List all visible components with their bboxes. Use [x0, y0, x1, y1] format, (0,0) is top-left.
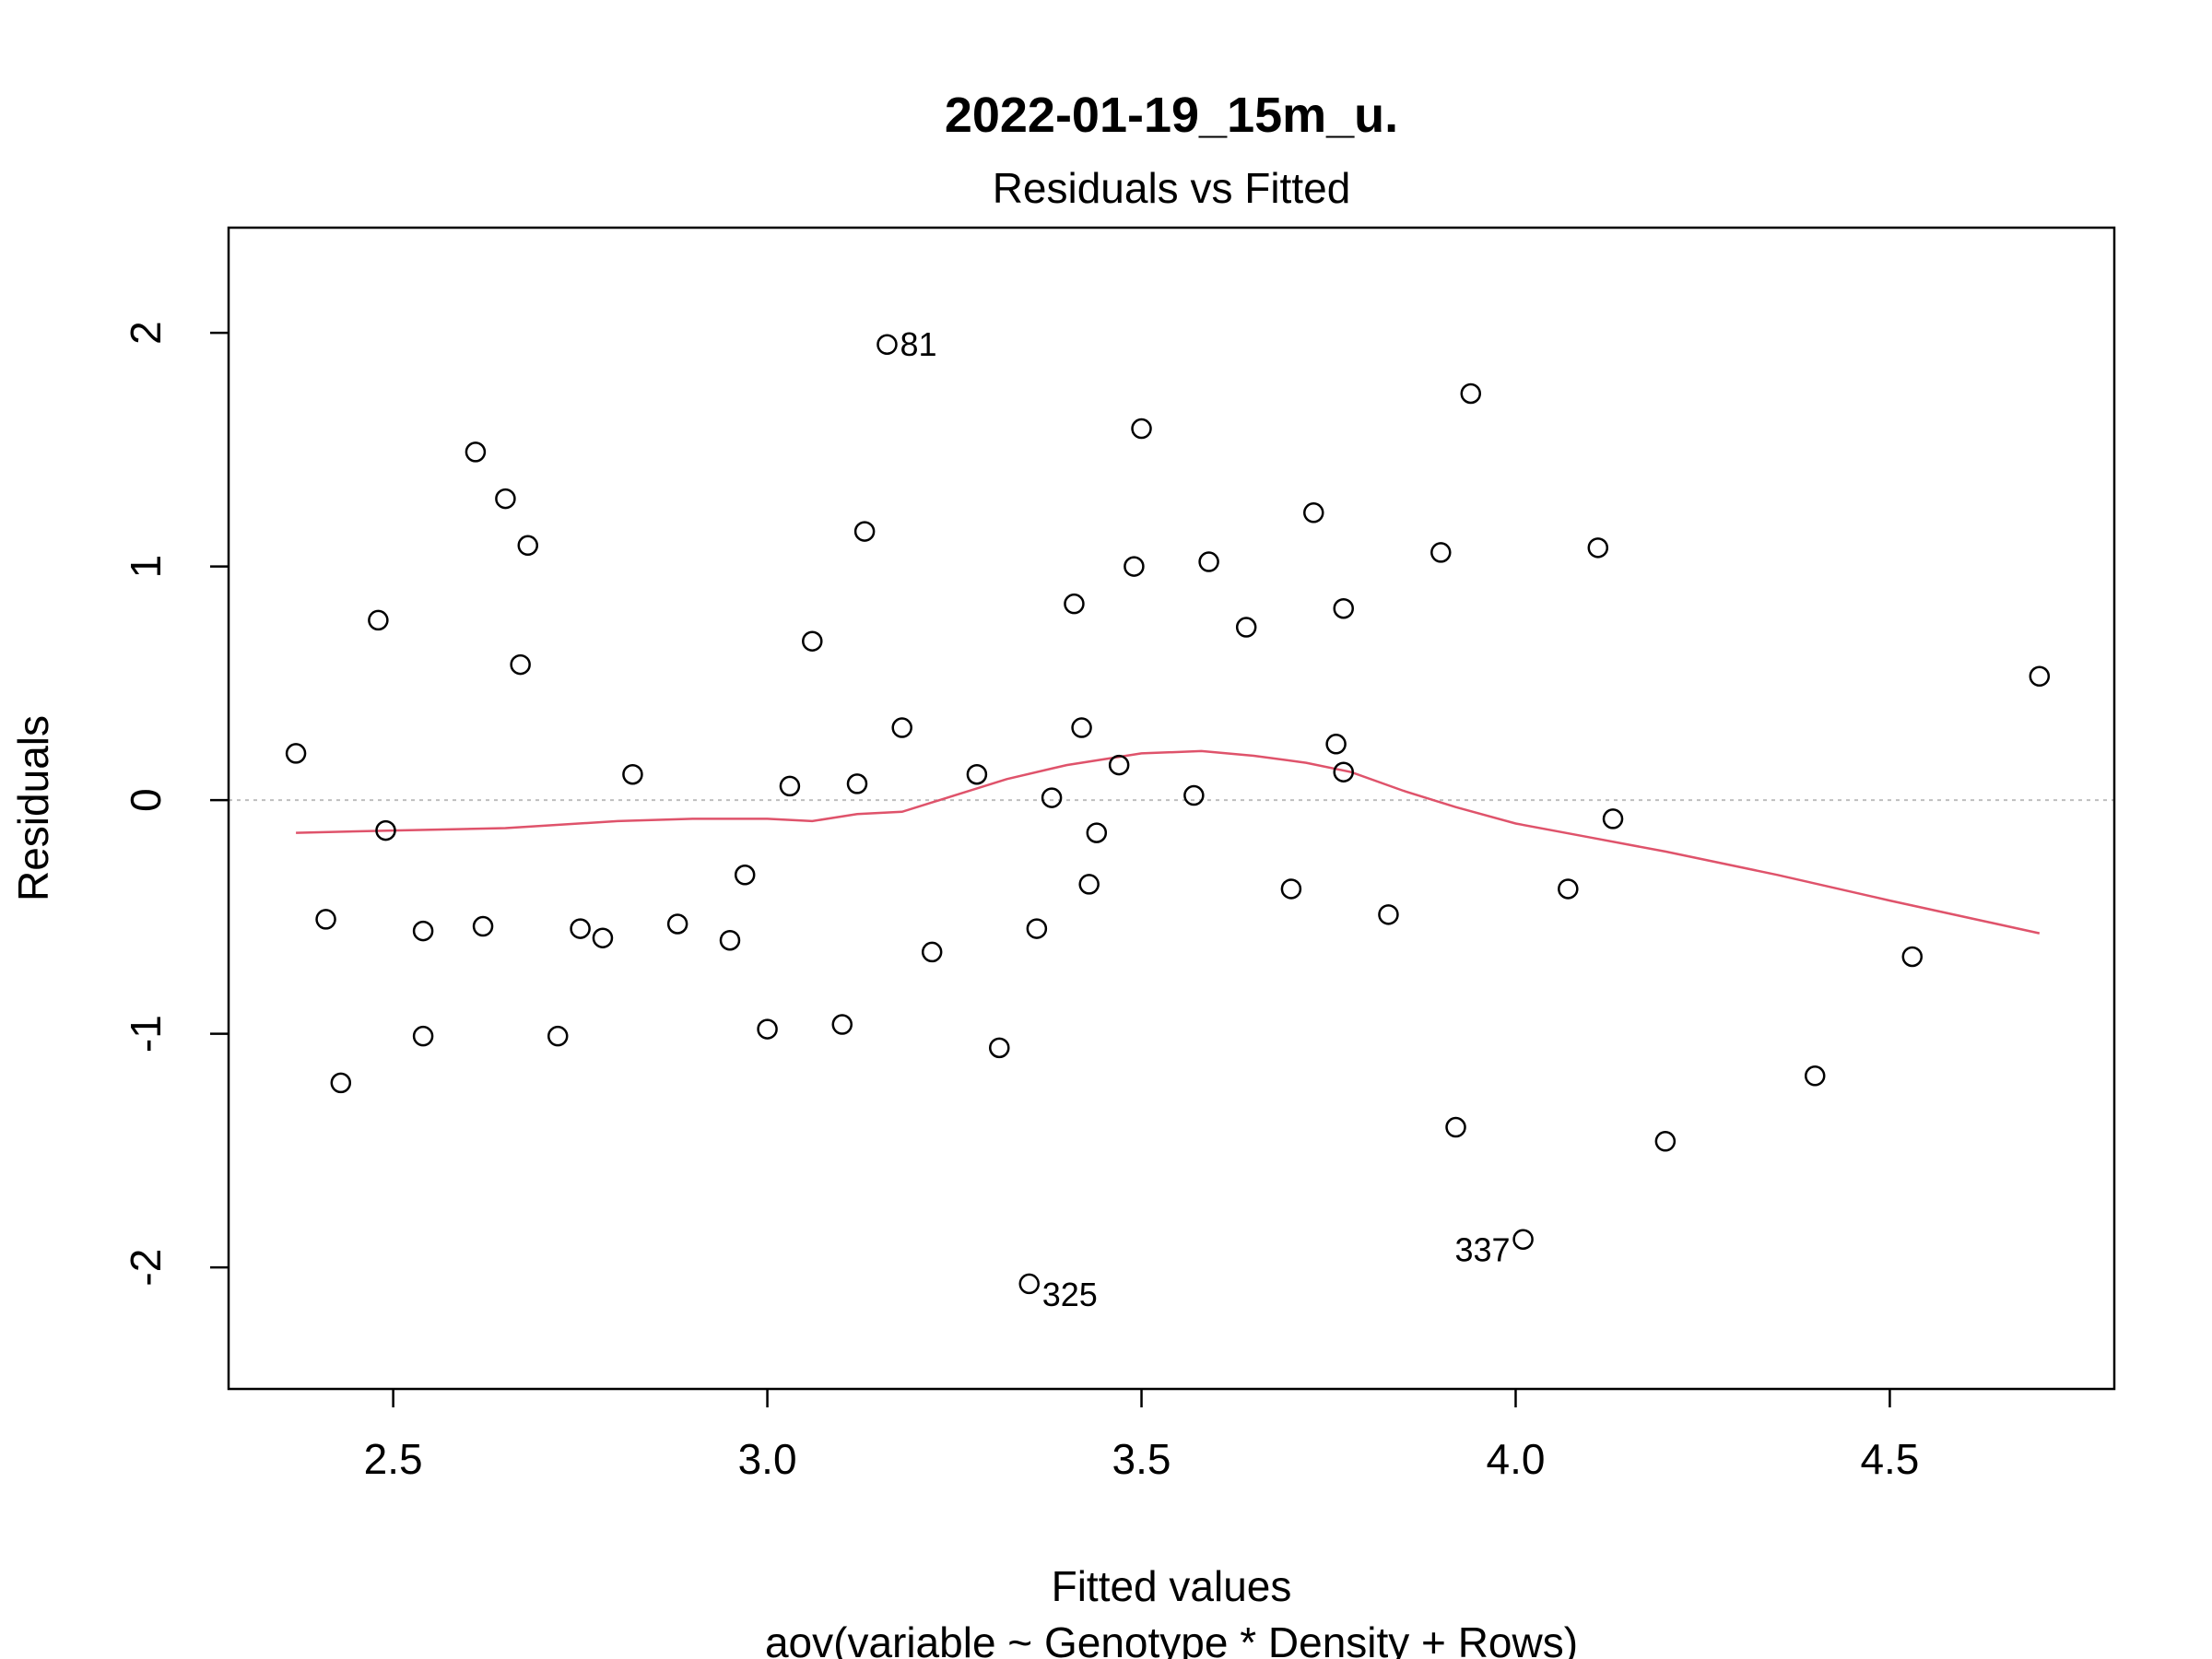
data-point [1325, 734, 1347, 755]
y-tick-label: 2 [122, 321, 170, 345]
data-point [368, 609, 389, 631]
data-point [831, 1014, 853, 1035]
data-point [802, 630, 823, 652]
data-point [1654, 1131, 1677, 1152]
data-point [495, 488, 516, 510]
data-point [1108, 754, 1130, 776]
data-point [375, 819, 396, 841]
data-point [966, 763, 988, 785]
data-point [1460, 382, 1482, 405]
data-point [1901, 946, 1924, 968]
y-axis: 2 1 0 -1 -2 [122, 321, 229, 1287]
data-point [1333, 761, 1354, 782]
data-point [1235, 617, 1257, 638]
data-point [472, 915, 494, 937]
data-point [1512, 1229, 1534, 1250]
data-point [1445, 1116, 1466, 1138]
data-point [510, 653, 531, 676]
data-point [1026, 918, 1048, 939]
data-point [330, 1072, 352, 1094]
data-point [734, 865, 756, 886]
data-point [1064, 593, 1085, 615]
data-point [1071, 717, 1092, 738]
data-point [1303, 502, 1324, 524]
data-point [921, 941, 943, 963]
x-tick-label: 4.5 [1860, 1435, 1919, 1483]
plot-frame [227, 226, 2116, 1391]
x-tick-label: 4.0 [1486, 1435, 1545, 1483]
point-label: 337 [1455, 1231, 1511, 1269]
point-labels-layer: 81 325 337 [900, 325, 1510, 1313]
x-axis: 2.5 3.0 3.5 4.0 4.5 [364, 1389, 1919, 1483]
data-point [592, 927, 614, 948]
data-point [622, 763, 643, 785]
data-point [1804, 1065, 1826, 1087]
x-tick-label: 2.5 [364, 1435, 423, 1483]
data-point [547, 1025, 569, 1047]
plot-subtitle: Residuals vs Fitted [993, 164, 1351, 212]
data-point [1131, 418, 1152, 440]
data-point [1078, 874, 1100, 895]
y-tick-label: -2 [122, 1249, 170, 1287]
data-point [1602, 808, 1624, 830]
data-point [1124, 556, 1145, 577]
data-point [989, 1037, 1010, 1059]
data-point [719, 929, 741, 951]
x-tick-label: 3.5 [1112, 1435, 1171, 1483]
data-point [853, 521, 876, 542]
y-tick-label: -1 [122, 1015, 170, 1053]
data-point [285, 743, 307, 764]
x-tick-label: 3.0 [738, 1435, 797, 1483]
data-point [1041, 787, 1063, 808]
x-axis-label: Fitted values [1052, 1562, 1292, 1610]
data-point [315, 909, 336, 930]
data-point [779, 775, 801, 797]
data-point [1558, 878, 1579, 900]
point-label: 325 [1042, 1276, 1098, 1313]
data-point [891, 717, 912, 738]
data-point [412, 920, 434, 942]
plot-title: 2022-01-19_15m_u. [945, 88, 1398, 143]
data-point [877, 334, 898, 356]
points-layer [229, 334, 2114, 1295]
data-point [666, 913, 688, 935]
data-point [1587, 537, 1609, 559]
data-point [1430, 542, 1452, 563]
data-point [1086, 822, 1108, 843]
data-point [1378, 904, 1399, 925]
data-point [1018, 1273, 1040, 1295]
data-point [1198, 551, 1219, 572]
y-axis-label: Residuals [9, 715, 57, 901]
data-point [412, 1025, 434, 1047]
data-point [846, 773, 868, 794]
point-label: 81 [900, 325, 936, 363]
y-tick-label: 0 [122, 788, 170, 812]
y-tick-label: 1 [122, 555, 170, 579]
plot-caption: aov(variable ~ Genotype * Density + Rows… [765, 1618, 1578, 1659]
smooth-line [296, 749, 2041, 935]
data-point [570, 918, 591, 939]
data-point [2029, 665, 2051, 688]
data-point [1333, 597, 1354, 619]
data-point [465, 441, 487, 463]
data-point [1183, 784, 1205, 806]
data-point [517, 535, 539, 557]
data-point [757, 1018, 778, 1040]
data-point [1280, 878, 1302, 900]
